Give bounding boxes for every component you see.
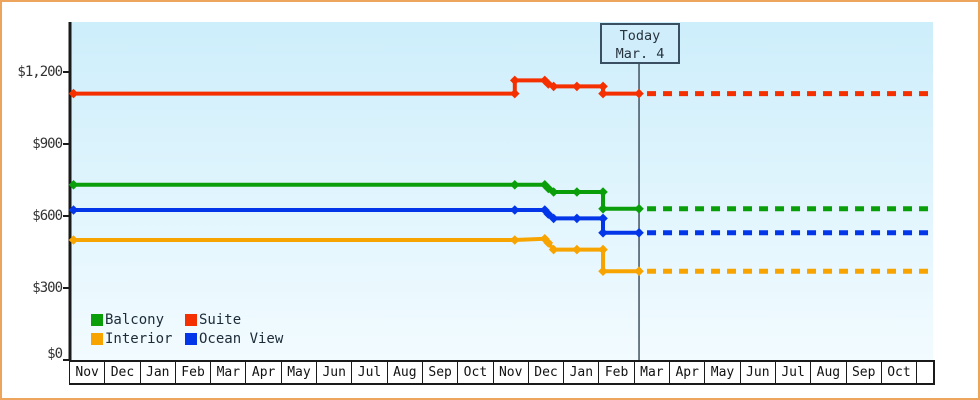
- y-tick-label: $1,200: [17, 64, 63, 80]
- data-point-marker: [572, 81, 582, 92]
- data-point-marker: [598, 228, 608, 238]
- data-point-marker: [539, 180, 550, 190]
- data-point-marker: [543, 238, 554, 248]
- month-cell: Jul: [776, 362, 812, 383]
- data-point-marker: [634, 88, 644, 99]
- month-cell: Jan: [564, 362, 600, 383]
- data-point-marker: [543, 209, 554, 219]
- month-cell: Mar: [635, 362, 671, 383]
- month-cell: Nov: [70, 362, 106, 383]
- legend-label-interior: Interior: [105, 330, 173, 347]
- month-cell: Mar: [211, 362, 247, 383]
- month-cell: Apr: [670, 362, 706, 383]
- data-point-marker: [68, 88, 79, 99]
- data-point-marker: [548, 187, 559, 197]
- legend: Balcony Suite Interior Ocean View: [91, 311, 284, 347]
- data-point-marker: [572, 244, 582, 255]
- month-cell: Feb: [176, 362, 212, 383]
- month-cell: Jun: [741, 362, 776, 383]
- month-cell: Nov: [494, 362, 529, 383]
- month-cell: Dec: [105, 362, 141, 383]
- data-point-marker: [598, 88, 608, 99]
- today-flag: Today Mar. 4: [600, 23, 680, 64]
- month-cell: Jun: [317, 362, 353, 383]
- legend-item-interior: Interior: [91, 330, 185, 347]
- data-point-marker: [572, 213, 582, 224]
- data-point-marker: [509, 205, 520, 215]
- legend-label-balcony: Balcony: [105, 311, 165, 328]
- data-point-marker: [634, 204, 644, 214]
- data-point-marker: [598, 244, 608, 255]
- month-cell: Jul: [352, 362, 388, 383]
- month-cell: Dec: [529, 362, 565, 383]
- data-point-marker: [634, 228, 644, 238]
- month-cell: Oct: [882, 362, 918, 383]
- data-point-marker: [598, 204, 608, 214]
- month-cell: Sep: [423, 362, 459, 383]
- today-date: Mar. 4: [615, 46, 665, 62]
- y-tick-label: $300: [32, 280, 63, 296]
- data-point-marker: [598, 81, 608, 92]
- data-point-marker: [509, 88, 520, 99]
- month-cell: May: [705, 362, 741, 383]
- month-cell: Oct: [458, 362, 494, 383]
- today-label: Today: [619, 28, 661, 44]
- data-point-marker: [539, 234, 550, 244]
- plot-area: [71, 22, 933, 360]
- data-point-marker: [509, 75, 520, 86]
- month-cell: May: [282, 362, 318, 383]
- data-point-marker: [598, 187, 608, 197]
- data-point-marker: [68, 205, 79, 215]
- legend-item-ocean-view: Ocean View: [185, 330, 284, 347]
- data-point-marker: [572, 187, 582, 197]
- y-tick-label: $600: [32, 208, 63, 224]
- data-point-marker: [509, 235, 520, 245]
- data-point-marker: [548, 213, 559, 224]
- data-point-marker: [68, 235, 79, 245]
- data-point-marker: [68, 180, 79, 190]
- month-cell: Aug: [811, 362, 847, 383]
- data-point-marker: [509, 180, 520, 190]
- data-point-marker: [598, 213, 608, 224]
- legend-label-ocean-view: Ocean View: [199, 330, 284, 347]
- data-point-marker: [548, 244, 559, 255]
- y-tick-label: $900: [32, 136, 63, 152]
- month-cell: Sep: [847, 362, 882, 383]
- legend-item-suite: Suite: [185, 311, 283, 328]
- y-tick-label: $0: [47, 346, 63, 362]
- month-cell: Aug: [388, 362, 423, 383]
- balcony-swatch-icon: [91, 313, 103, 326]
- interior-swatch-icon: [91, 332, 103, 345]
- data-point-marker: [548, 81, 559, 92]
- month-cell-empty: [917, 362, 933, 383]
- x-axis-month-row: Nov Dec Jan Feb Mar Apr May Jun Jul Aug Sep Oct Nov D…: [69, 360, 935, 385]
- data-point-marker: [634, 266, 644, 276]
- legend-item-balcony: Balcony: [91, 311, 185, 328]
- data-point-marker: [598, 266, 608, 276]
- month-cell: Jan: [141, 362, 176, 383]
- ocean-view-swatch-icon: [185, 332, 197, 345]
- month-cell: Apr: [246, 362, 282, 383]
- legend-label-suite: Suite: [199, 311, 242, 328]
- month-cell: Feb: [599, 362, 635, 383]
- suite-swatch-icon: [185, 313, 197, 326]
